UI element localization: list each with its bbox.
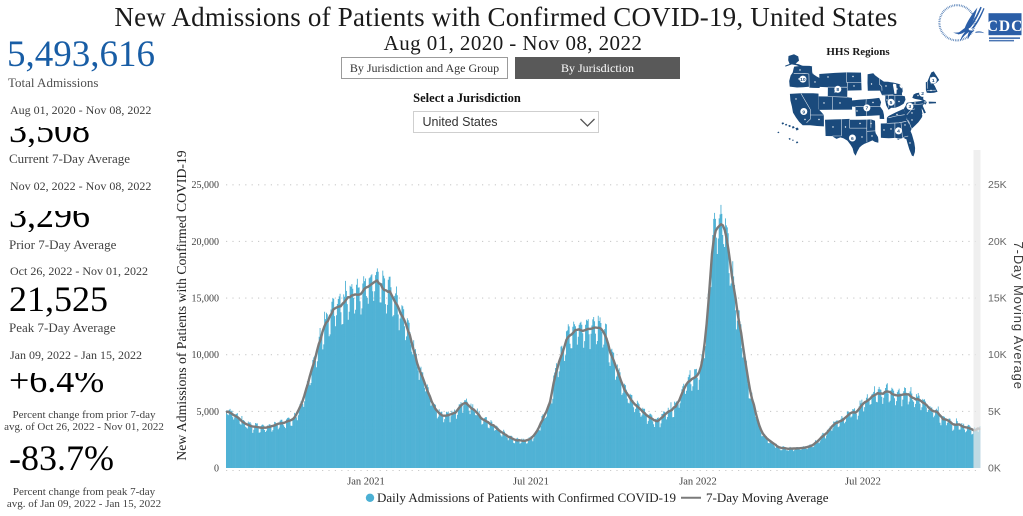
svg-text:6: 6 xyxy=(851,136,854,142)
svg-text:Jan 2022: Jan 2022 xyxy=(679,477,717,488)
svg-text:10,000: 10,000 xyxy=(192,350,220,361)
svg-text:25K: 25K xyxy=(988,179,1007,191)
svg-text:15,000: 15,000 xyxy=(192,294,220,305)
svg-text:10: 10 xyxy=(800,77,806,83)
svg-text:CDC: CDC xyxy=(987,18,1023,35)
svg-text:New Admissions of Patients wit: New Admissions of Patients with Confirme… xyxy=(174,150,189,460)
svg-text:5: 5 xyxy=(890,100,893,106)
svg-text:1: 1 xyxy=(932,78,935,84)
svg-text:5,000: 5,000 xyxy=(197,407,220,418)
svg-text:Jul 2022: Jul 2022 xyxy=(845,477,881,488)
svg-text:2: 2 xyxy=(921,91,924,97)
svg-text:Jul 2021: Jul 2021 xyxy=(513,477,549,488)
svg-text:7: 7 xyxy=(866,106,869,112)
svg-text:Jan 2021: Jan 2021 xyxy=(347,477,385,488)
svg-text:20,000: 20,000 xyxy=(192,237,220,248)
svg-text:20K: 20K xyxy=(988,236,1007,248)
svg-text:7-Day Moving Average: 7-Day Moving Average xyxy=(706,490,829,505)
svg-text:15K: 15K xyxy=(988,293,1007,305)
svg-text:10K: 10K xyxy=(988,349,1007,361)
svg-text:Daily Admissions of Patients w: Daily Admissions of Patients with Confir… xyxy=(377,490,676,505)
svg-text:8: 8 xyxy=(836,87,839,93)
svg-text:9: 9 xyxy=(802,109,805,115)
svg-text:4: 4 xyxy=(897,129,900,135)
svg-text:5K: 5K xyxy=(988,406,1001,418)
svg-text:7-Day Moving Average: 7-Day Moving Average xyxy=(1011,242,1023,390)
svg-text:0: 0 xyxy=(214,463,219,474)
svg-text:0K: 0K xyxy=(988,462,1001,474)
svg-text:3: 3 xyxy=(909,104,912,110)
svg-text:25,000: 25,000 xyxy=(192,180,220,191)
